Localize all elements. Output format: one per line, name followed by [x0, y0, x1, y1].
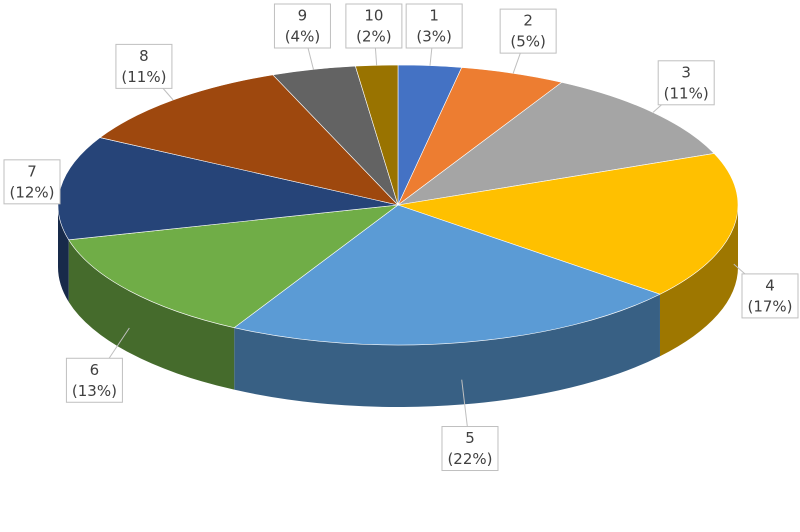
slice-side	[68, 239, 235, 390]
value-label: (5%)	[510, 33, 546, 51]
category-label: 8	[139, 47, 149, 65]
label-box	[657, 60, 715, 106]
label-box	[405, 3, 463, 49]
slice	[68, 204, 400, 329]
value-label: (11%)	[121, 68, 166, 86]
slice-side	[58, 205, 69, 302]
slice	[99, 74, 399, 206]
slice-sides	[58, 205, 738, 407]
slice-tops	[57, 64, 739, 346]
label-box	[273, 3, 331, 49]
label-box	[441, 426, 499, 472]
label-box	[115, 43, 173, 89]
label-box	[741, 273, 799, 319]
slice	[233, 204, 661, 346]
category-label: 4	[765, 276, 775, 294]
category-label: 5	[465, 429, 475, 447]
value-label: (22%)	[447, 450, 492, 468]
category-label: 1	[429, 7, 439, 25]
slice-side	[234, 294, 660, 407]
slice	[57, 137, 399, 241]
value-label: (3%)	[416, 28, 452, 46]
value-label: (2%)	[356, 28, 392, 46]
slice-side	[659, 205, 738, 357]
value-label: (13%)	[72, 382, 117, 400]
label-box	[65, 357, 123, 403]
category-label: 10	[364, 7, 383, 25]
slice	[397, 81, 715, 206]
data-labels: 1 (3%) 2 (5%) 3 (11%) 4 (17%) 5 (22%) 6 (13%) 7 (12%)…	[3, 3, 799, 472]
category-label: 2	[523, 12, 533, 30]
category-label: 9	[298, 7, 308, 25]
value-label: (12%)	[9, 183, 54, 201]
label-box	[499, 8, 557, 54]
slice	[397, 153, 739, 295]
label-box	[345, 3, 403, 49]
category-label: 7	[27, 162, 37, 180]
category-label: 3	[681, 63, 691, 81]
value-label: (11%)	[664, 84, 709, 102]
value-label: (4%)	[285, 28, 321, 46]
value-label: (17%)	[747, 297, 792, 315]
label-box	[3, 159, 61, 205]
category-label: 6	[90, 361, 100, 379]
